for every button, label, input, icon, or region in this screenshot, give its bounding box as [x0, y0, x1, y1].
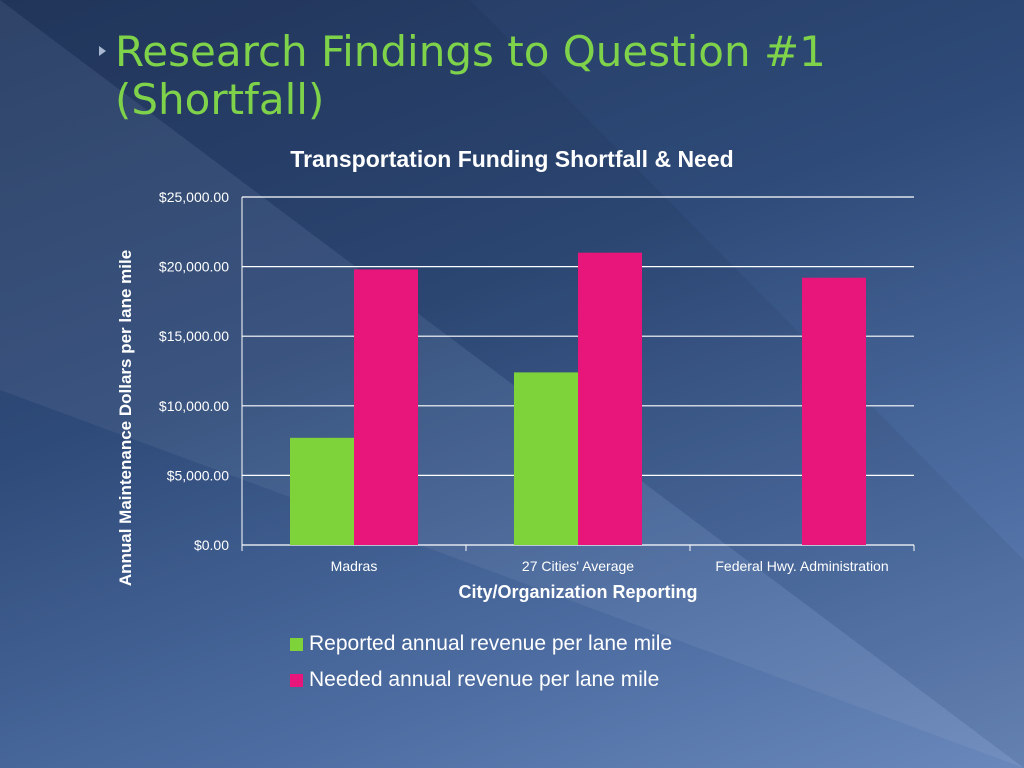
- x-tick-label: 27 Cities' Average: [522, 558, 634, 574]
- chart-title: Transportation Funding Shortfall & Need: [290, 146, 734, 172]
- x-tick-label: Madras: [331, 558, 378, 574]
- y-tick-label: $20,000.00: [159, 259, 229, 275]
- y-tick-label: $10,000.00: [159, 398, 229, 414]
- chart-legend: Reported annual revenue per lane mile Nee…: [290, 626, 672, 698]
- legend-label: Needed annual revenue per lane mile: [309, 668, 660, 691]
- x-tick-label: Federal Hwy. Administration: [715, 558, 888, 574]
- legend-swatch: [290, 673, 303, 687]
- y-tick-label: $25,000.00: [159, 189, 229, 205]
- bar: [578, 252, 642, 545]
- legend-label: Reported annual revenue per lane mile: [309, 632, 673, 655]
- y-tick-label: $15,000.00: [159, 328, 229, 344]
- legend-item: Needed annual revenue per lane mile: [290, 662, 672, 698]
- y-tick-label: $5,000.00: [167, 467, 229, 483]
- x-axis-label: City/Organization Reporting: [458, 582, 698, 602]
- y-tick-label: $0.00: [194, 537, 229, 553]
- bar: [802, 277, 866, 545]
- legend-swatch: [290, 637, 303, 651]
- bar: [354, 269, 418, 545]
- bar: [290, 437, 354, 545]
- bar: [514, 372, 578, 545]
- legend-item: Reported annual revenue per lane mile: [290, 626, 672, 662]
- slide-title: Research Findings to Question #1 (Shortf…: [115, 27, 826, 124]
